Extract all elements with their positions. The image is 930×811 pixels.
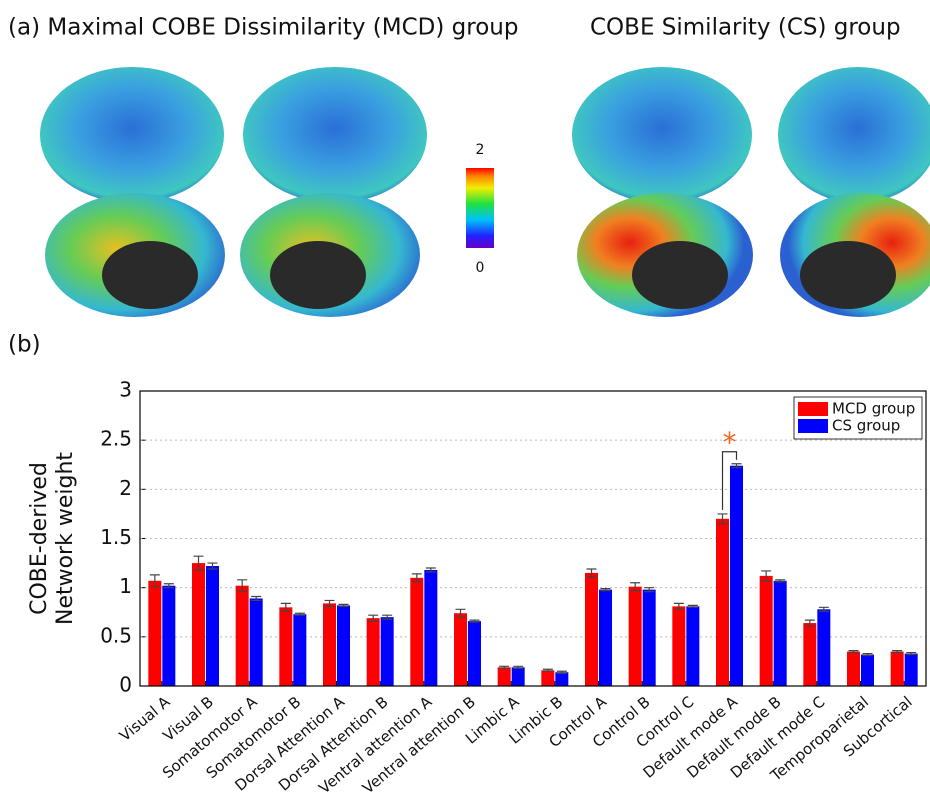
legend-swatch bbox=[798, 402, 828, 416]
bar bbox=[716, 518, 729, 686]
error-bar bbox=[804, 619, 815, 627]
error-bar bbox=[775, 579, 786, 583]
error-bar bbox=[382, 614, 393, 620]
bar bbox=[293, 614, 307, 686]
legend-swatch bbox=[798, 419, 828, 433]
error-bar bbox=[368, 614, 379, 622]
bar bbox=[686, 606, 700, 686]
error-bar bbox=[193, 555, 204, 571]
y-tick-label: 0.5 bbox=[100, 623, 132, 647]
bar bbox=[424, 569, 438, 686]
y-tick-label: 0 bbox=[119, 673, 132, 697]
bar bbox=[861, 654, 874, 686]
colorbar bbox=[466, 168, 494, 248]
panel-label: (b) bbox=[8, 332, 41, 358]
error-bar bbox=[149, 574, 160, 588]
colorbar-label: 0 bbox=[476, 260, 485, 276]
y-tick-label: 1 bbox=[119, 574, 132, 598]
error-bar bbox=[455, 608, 466, 618]
panel-a-title: (a) Maximal COBE Dissimilarity (MCD) gro… bbox=[8, 15, 518, 41]
bar bbox=[323, 603, 336, 686]
error-bar bbox=[338, 603, 349, 607]
y-axis-label: COBE-derived bbox=[27, 462, 52, 615]
error-bar bbox=[469, 619, 480, 623]
significance-marker: * bbox=[723, 426, 737, 459]
error-bar bbox=[425, 567, 436, 573]
brain-images bbox=[40, 67, 930, 317]
error-bar bbox=[600, 588, 611, 592]
bar bbox=[599, 589, 612, 686]
y-tick-label: 2.5 bbox=[100, 427, 132, 451]
bar bbox=[162, 585, 176, 686]
bar bbox=[454, 613, 467, 686]
legend-label: CS group bbox=[832, 417, 900, 435]
y-tick-label: 2 bbox=[119, 476, 132, 500]
error-bar bbox=[630, 582, 641, 592]
bar bbox=[511, 667, 525, 686]
error-bar bbox=[542, 668, 553, 672]
error-bar bbox=[163, 583, 174, 589]
y-axis-label: Network weight bbox=[53, 452, 78, 625]
significance-bracket bbox=[721, 451, 738, 510]
error-bar bbox=[644, 587, 655, 593]
error-bar bbox=[848, 650, 859, 654]
error-bar bbox=[906, 651, 917, 656]
error-bar bbox=[207, 562, 218, 570]
bar bbox=[555, 672, 569, 686]
error-bar bbox=[324, 599, 335, 607]
error-bar bbox=[499, 665, 510, 669]
error-bar bbox=[818, 606, 829, 612]
error-bar bbox=[731, 463, 742, 469]
bar bbox=[192, 563, 205, 686]
bar bbox=[380, 617, 394, 686]
error-bar bbox=[280, 602, 291, 612]
bar bbox=[585, 572, 598, 686]
bar bbox=[337, 605, 350, 686]
error-bar bbox=[673, 602, 684, 610]
error-bar bbox=[411, 573, 422, 583]
bar bbox=[642, 589, 656, 686]
bar bbox=[628, 586, 642, 686]
error-bar bbox=[251, 595, 262, 602]
colorbar-label: 2 bbox=[476, 142, 485, 158]
y-tick-label: 1.5 bbox=[100, 525, 132, 549]
legend-label: MCD group bbox=[832, 400, 915, 418]
bar bbox=[249, 598, 263, 686]
error-bar bbox=[862, 652, 873, 657]
bar bbox=[148, 580, 162, 686]
bar bbox=[497, 667, 511, 686]
error-bar bbox=[294, 612, 305, 616]
bar bbox=[730, 465, 743, 686]
bar bbox=[759, 575, 773, 686]
bar bbox=[773, 580, 787, 686]
error-bar bbox=[717, 513, 728, 525]
bar bbox=[817, 609, 831, 686]
error-bar bbox=[513, 665, 524, 669]
bar bbox=[890, 651, 904, 686]
bar bbox=[235, 585, 249, 686]
bar bbox=[904, 653, 918, 686]
bar bbox=[541, 670, 555, 686]
bar bbox=[366, 618, 380, 686]
error-bar bbox=[237, 579, 248, 593]
y-tick-label: 3 bbox=[119, 378, 132, 402]
axes-frame bbox=[139, 390, 927, 687]
error-bar bbox=[556, 670, 567, 674]
bar bbox=[803, 623, 817, 686]
bar bbox=[206, 566, 219, 686]
bar bbox=[410, 577, 424, 686]
bar bbox=[672, 606, 686, 686]
error-bar bbox=[892, 650, 903, 654]
bar bbox=[468, 621, 481, 686]
panel-a-title: COBE Similarity (CS) group bbox=[590, 15, 901, 41]
error-bar bbox=[687, 604, 698, 608]
bar bbox=[847, 651, 860, 686]
error-bar bbox=[586, 568, 597, 578]
bar bbox=[279, 607, 293, 686]
error-bar bbox=[761, 570, 772, 582]
